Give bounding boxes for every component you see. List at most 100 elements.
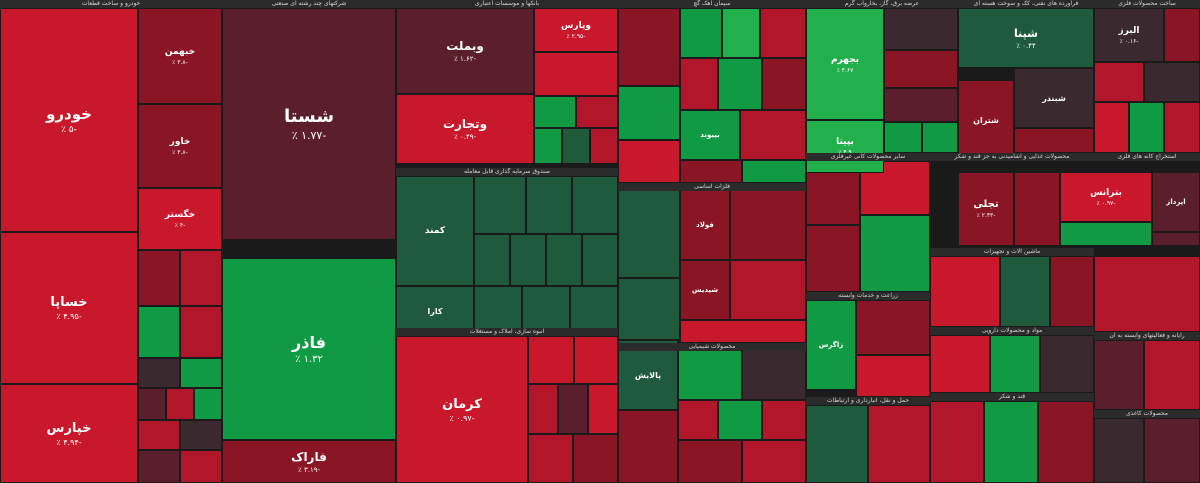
treemap-cell[interactable] (573, 434, 618, 483)
treemap-cell[interactable] (1094, 256, 1200, 332)
treemap-tile[interactable]: شپدیس (680, 260, 730, 320)
treemap-tile[interactable]: کارا (396, 286, 474, 336)
treemap-cell[interactable] (572, 176, 618, 234)
treemap-tile[interactable]: شتران (958, 80, 1014, 160)
treemap-cell[interactable] (618, 8, 680, 86)
treemap-cell[interactable] (534, 128, 562, 164)
treemap-cell[interactable] (618, 190, 680, 278)
treemap-cell[interactable] (180, 420, 222, 450)
treemap-cell[interactable] (930, 256, 1000, 327)
treemap-tile[interactable]: خگستر -۴ ٪ (138, 188, 222, 250)
treemap-cell[interactable] (618, 278, 680, 340)
treemap-cell[interactable] (510, 234, 546, 286)
treemap-cell[interactable] (730, 190, 806, 260)
treemap-cell[interactable] (474, 234, 510, 286)
treemap-cell[interactable] (930, 335, 990, 393)
treemap-cell[interactable] (618, 86, 680, 140)
treemap-tile[interactable]: فاذر ۱.۳۲ ٪ (222, 258, 396, 440)
treemap-cell[interactable] (762, 58, 806, 110)
treemap-cell[interactable] (984, 401, 1038, 483)
treemap-tile[interactable]: فاراک -۳.۱۹ ٪ (222, 440, 396, 483)
treemap-cell[interactable] (526, 176, 572, 234)
treemap-cell[interactable] (860, 215, 930, 292)
treemap-tile[interactable]: خساپا -۴.۹۵ ٪ (0, 232, 138, 384)
treemap-cell[interactable] (742, 350, 806, 400)
treemap-cell[interactable] (474, 286, 522, 336)
treemap-tile[interactable]: خپارس -۴.۹۴ ٪ (0, 384, 138, 483)
treemap-cell[interactable] (1038, 401, 1094, 483)
treemap-cell[interactable] (1129, 102, 1164, 153)
treemap-cell[interactable] (522, 286, 570, 336)
treemap-tile[interactable]: شستا -۱.۷۷ ٪ (222, 8, 396, 240)
treemap-cell[interactable] (534, 96, 576, 128)
treemap-cell[interactable] (474, 176, 526, 234)
treemap-cell[interactable] (990, 335, 1040, 393)
treemap-cell[interactable] (1164, 8, 1200, 62)
treemap-cell[interactable] (1144, 340, 1200, 410)
treemap-cell[interactable] (618, 410, 678, 483)
treemap-cell[interactable] (680, 8, 722, 58)
treemap-tile[interactable]: بترانس -۰.۹۷ ٪ (1060, 172, 1152, 222)
treemap-cell[interactable] (138, 250, 180, 306)
treemap-cell[interactable] (1014, 128, 1094, 153)
treemap-tile[interactable]: البرز -۰.۱۶ ٪ (1094, 8, 1164, 62)
treemap-cell[interactable] (180, 450, 222, 483)
treemap-cell[interactable] (1050, 256, 1094, 327)
treemap-cell[interactable] (1152, 232, 1200, 246)
treemap-cell[interactable] (740, 110, 806, 160)
treemap-tile[interactable]: فولاد (680, 190, 730, 260)
treemap-cell[interactable] (678, 350, 742, 400)
treemap-tile[interactable]: بپیتا ۴.۹ ٪ (806, 120, 884, 173)
treemap-tile[interactable]: پالایش (618, 340, 678, 410)
treemap-cell[interactable] (762, 400, 806, 440)
treemap-tile[interactable]: بپیوند (680, 110, 740, 160)
treemap-cell[interactable] (1014, 172, 1060, 246)
treemap-cell[interactable] (856, 355, 930, 397)
treemap-tile[interactable]: وپارس -۲.۹۵ ٪ (534, 8, 618, 52)
treemap-cell[interactable] (730, 260, 806, 320)
treemap-cell[interactable] (562, 128, 590, 164)
treemap-cell[interactable] (856, 300, 930, 355)
treemap-cell[interactable] (1144, 62, 1200, 102)
treemap-cell[interactable] (180, 250, 222, 306)
treemap-tile[interactable]: کمند (396, 176, 474, 286)
treemap-cell[interactable] (1094, 102, 1129, 153)
treemap-cell[interactable] (680, 320, 806, 343)
treemap-cell[interactable] (588, 384, 618, 434)
treemap-cell[interactable] (558, 384, 588, 434)
treemap-cell[interactable] (718, 400, 762, 440)
treemap-cell[interactable] (884, 50, 958, 88)
treemap-cell[interactable] (884, 8, 958, 50)
treemap-cell[interactable] (138, 388, 166, 420)
treemap-cell[interactable] (806, 225, 860, 292)
treemap-cell[interactable] (138, 306, 180, 358)
treemap-cell[interactable] (528, 336, 574, 384)
treemap-cell[interactable] (1144, 418, 1200, 483)
treemap-tile[interactable]: خودرو -۵ ٪ (0, 8, 138, 232)
treemap-cell[interactable] (1000, 256, 1050, 327)
treemap-cell[interactable] (618, 140, 680, 183)
treemap-cell[interactable] (680, 160, 742, 183)
treemap-tile[interactable]: شبندر (1014, 68, 1094, 128)
treemap-cell[interactable] (528, 434, 573, 483)
treemap-cell[interactable] (930, 401, 984, 483)
treemap-cell[interactable] (722, 8, 760, 58)
treemap-cell[interactable] (718, 58, 762, 110)
treemap-tile[interactable]: زاگرس (806, 300, 856, 390)
treemap-cell[interactable] (534, 52, 618, 96)
treemap-cell[interactable] (546, 234, 582, 286)
treemap-cell[interactable] (180, 358, 222, 388)
treemap-tile[interactable]: کرمان -۰.۹۷ ٪ (396, 336, 528, 483)
treemap-tile[interactable]: شپنا ۰.۴۴ ٪ (958, 8, 1094, 68)
treemap-cell[interactable] (742, 160, 806, 183)
treemap-cell[interactable] (166, 388, 194, 420)
treemap-tile[interactable]: تجلی -۲.۴۳ ٪ (958, 172, 1014, 246)
treemap-cell[interactable] (180, 306, 222, 358)
treemap-cell[interactable] (138, 358, 180, 388)
treemap-cell[interactable] (138, 450, 180, 483)
treemap-cell[interactable] (1094, 340, 1144, 410)
treemap-cell[interactable] (760, 8, 806, 58)
treemap-cell[interactable] (678, 400, 718, 440)
treemap-cell[interactable] (574, 336, 618, 384)
treemap-cell[interactable] (806, 405, 868, 483)
